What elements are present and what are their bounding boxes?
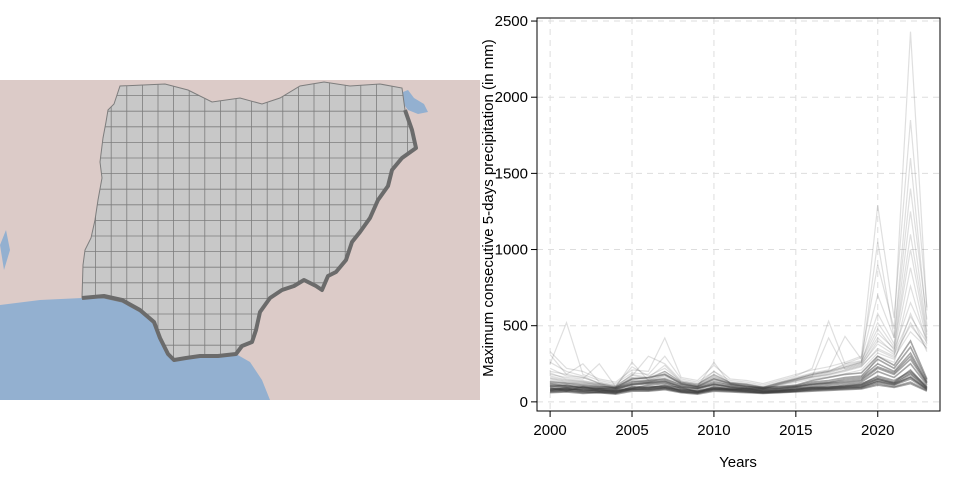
- series-line: [550, 375, 928, 394]
- ocean: [0, 298, 270, 400]
- series-line: [549, 315, 928, 389]
- series-line: [549, 301, 928, 388]
- y-tick-label: 2000: [495, 89, 528, 106]
- series-line: [550, 321, 928, 390]
- series-line: [549, 211, 928, 389]
- series-line: [550, 371, 928, 393]
- series-line: [550, 370, 928, 393]
- x-tick-label: 2015: [779, 422, 812, 439]
- series-line: [549, 345, 928, 390]
- series-line: [550, 381, 928, 394]
- coast-border: [81, 109, 418, 362]
- series-line: [550, 351, 928, 390]
- series-line: [550, 283, 928, 391]
- series-line: [549, 31, 928, 386]
- x-tick-label: 2010: [697, 422, 730, 439]
- series-line: [549, 368, 928, 393]
- series-line: [550, 311, 928, 389]
- series-line: [550, 357, 928, 391]
- country-grid-map: [0, 80, 480, 400]
- inland-river: [0, 230, 10, 270]
- series-line: [550, 376, 928, 393]
- series-line: [550, 378, 928, 395]
- series-line: [549, 158, 928, 388]
- series-line: [550, 382, 928, 396]
- series-line: [550, 339, 928, 389]
- x-axis-title: Years: [719, 454, 757, 471]
- series-line: [549, 267, 928, 390]
- series-line: [550, 373, 928, 394]
- y-tick-label: 1500: [495, 165, 528, 182]
- y-tick-label: 2500: [495, 13, 528, 30]
- series-line: [549, 324, 928, 390]
- series-line: [549, 362, 928, 393]
- y-tick-label: 0: [520, 394, 528, 411]
- lake-chad: [398, 90, 428, 114]
- series-line: [550, 354, 928, 391]
- series-line: [549, 234, 928, 389]
- plot-frame: [536, 17, 941, 412]
- y-axis-title: Maximum consecutive 5-days precipitation…: [480, 39, 497, 377]
- precipitation-line-chart: 2000 2005 2010 2015 2020 0 500 1000 1500 2000 2500…: [480, 13, 941, 471]
- series-line: [549, 188, 928, 389]
- series-line: [549, 330, 928, 390]
- x-tick-label: 2005: [615, 422, 648, 439]
- y-tick-label: 500: [503, 318, 528, 335]
- y-tick-label: 1000: [495, 242, 528, 259]
- x-tick-label: 2020: [861, 422, 894, 439]
- series-line: [549, 120, 928, 385]
- x-tick-label: 2000: [533, 422, 566, 439]
- bight-island: [236, 372, 250, 384]
- series-line: [549, 249, 928, 389]
